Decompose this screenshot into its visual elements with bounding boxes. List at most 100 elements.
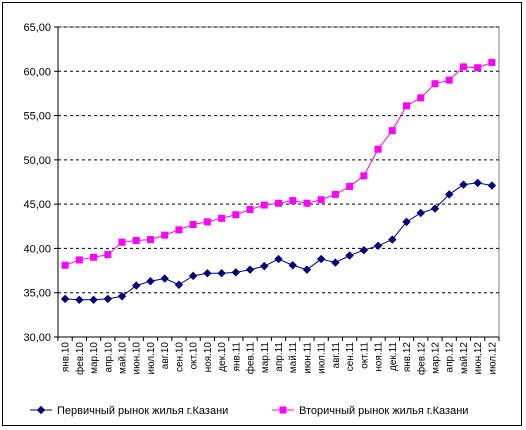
- x-tick-label: июл.11: [317, 342, 328, 374]
- data-point: [217, 269, 226, 278]
- y-axis: 30,00 35,00 40,00 45,00 50,00 55,00 60,00 65,00: [23, 22, 59, 344]
- data-point: [175, 226, 183, 234]
- data-point: [388, 235, 397, 244]
- x-tick-label: янв.12: [402, 342, 413, 373]
- legend-item-2: Вторичный рынок жилья г.Казани: [272, 405, 468, 417]
- data-point: [132, 236, 140, 244]
- data-point: [459, 63, 467, 71]
- x-tick-label: сен.11: [345, 342, 356, 372]
- x-tick-label: мар.12: [430, 342, 441, 374]
- data-point: [445, 76, 453, 84]
- data-point: [430, 204, 440, 213]
- x-tick-label: июн.11: [302, 342, 313, 374]
- x-tick-label: май.11: [288, 342, 299, 374]
- y-tick-label: 45,00: [23, 199, 51, 211]
- y-tick-label: 35,00: [23, 288, 51, 300]
- plot-area: [57, 26, 500, 338]
- data-point: [146, 276, 155, 286]
- legend: Первичный рынок жилья г.Казани Вторичный …: [30, 405, 468, 417]
- x-tick-label: апр.12: [445, 342, 456, 373]
- x-tick-label: май.10: [118, 342, 129, 374]
- data-point: [75, 295, 84, 305]
- data-point: [274, 254, 283, 264]
- x-tick-label: июн.10: [132, 342, 143, 375]
- data-point: [104, 251, 112, 259]
- data-point: [174, 280, 184, 289]
- x-tick-label: фев.12: [415, 342, 427, 375]
- data-point: [260, 201, 268, 209]
- data-point: [203, 269, 212, 278]
- y-tick-label: 40,00: [23, 243, 51, 255]
- data-point: [90, 253, 98, 261]
- x-tick-label: июл.10: [146, 342, 157, 375]
- data-point: [89, 295, 98, 305]
- data-point: [346, 182, 354, 190]
- data-point: [473, 178, 482, 188]
- data-point: [459, 180, 468, 189]
- data-point: [316, 254, 326, 264]
- data-point: [359, 245, 369, 255]
- series-layer: [60, 58, 497, 305]
- data-point: [218, 214, 226, 222]
- y-tick-label: 50,00: [23, 155, 51, 167]
- data-point: [118, 238, 126, 246]
- data-point: [431, 80, 439, 88]
- data-point: [331, 258, 340, 267]
- data-point: [231, 268, 241, 277]
- data-point: [203, 218, 211, 226]
- data-point: [288, 261, 297, 270]
- data-point: [60, 294, 70, 304]
- data-point: [75, 256, 83, 264]
- data-point: [289, 197, 297, 205]
- x-tick-label: июл.12: [487, 342, 498, 375]
- data-point: [417, 94, 425, 102]
- x-tick-label: дек.11: [388, 342, 399, 371]
- data-point: [402, 217, 411, 227]
- data-point: [303, 199, 311, 207]
- x-tick-label: ноя.11: [374, 342, 385, 372]
- data-point: [161, 231, 169, 239]
- data-point: [487, 181, 497, 190]
- y-tick-label: 65,00: [23, 22, 51, 34]
- x-tick-label: фев.10: [74, 342, 86, 375]
- series-1: [60, 178, 497, 305]
- y-tick-label: 55,00: [23, 111, 51, 123]
- data-point: [245, 265, 255, 274]
- data-point: [317, 196, 325, 204]
- x-tick-label: янв.10: [61, 342, 72, 373]
- legend-marker: [279, 406, 287, 414]
- x-tick-label: дек.10: [217, 342, 228, 372]
- data-point: [374, 145, 382, 153]
- legend-marker: [36, 405, 46, 415]
- data-point: [146, 236, 154, 244]
- data-point: [188, 271, 198, 281]
- data-point: [403, 102, 411, 110]
- data-point: [388, 127, 396, 135]
- data-point: [360, 172, 368, 180]
- data-point: [373, 241, 383, 250]
- x-tick-label: май.12: [459, 342, 470, 374]
- data-point: [232, 211, 240, 219]
- series-2: [61, 58, 496, 269]
- data-point: [302, 265, 312, 274]
- x-tick-label: ноя.10: [203, 342, 214, 373]
- y-tick-label: 60,00: [23, 66, 51, 78]
- x-axis: янв.10 фев.10 мар.10 апр.10 май.10 июн.10 июл.…: [57, 336, 500, 375]
- data-point: [160, 274, 169, 283]
- x-tick-label: июн.12: [473, 342, 484, 375]
- data-point: [103, 294, 112, 304]
- y-tick-label: 30,00: [23, 332, 51, 344]
- x-tick-label: сен.10: [174, 342, 185, 372]
- x-tick-label: фев.11: [245, 342, 257, 375]
- gridlines: [58, 26, 499, 294]
- data-point: [260, 261, 269, 271]
- data-point: [345, 251, 354, 260]
- x-tick-label: мар.11: [260, 342, 271, 374]
- legend-item-1: Первичный рынок жилья г.Казани: [30, 405, 228, 417]
- data-point: [246, 205, 254, 213]
- data-point: [488, 58, 496, 66]
- data-point: [331, 190, 339, 198]
- x-tick-label: апр.10: [103, 342, 114, 373]
- data-point: [445, 190, 454, 199]
